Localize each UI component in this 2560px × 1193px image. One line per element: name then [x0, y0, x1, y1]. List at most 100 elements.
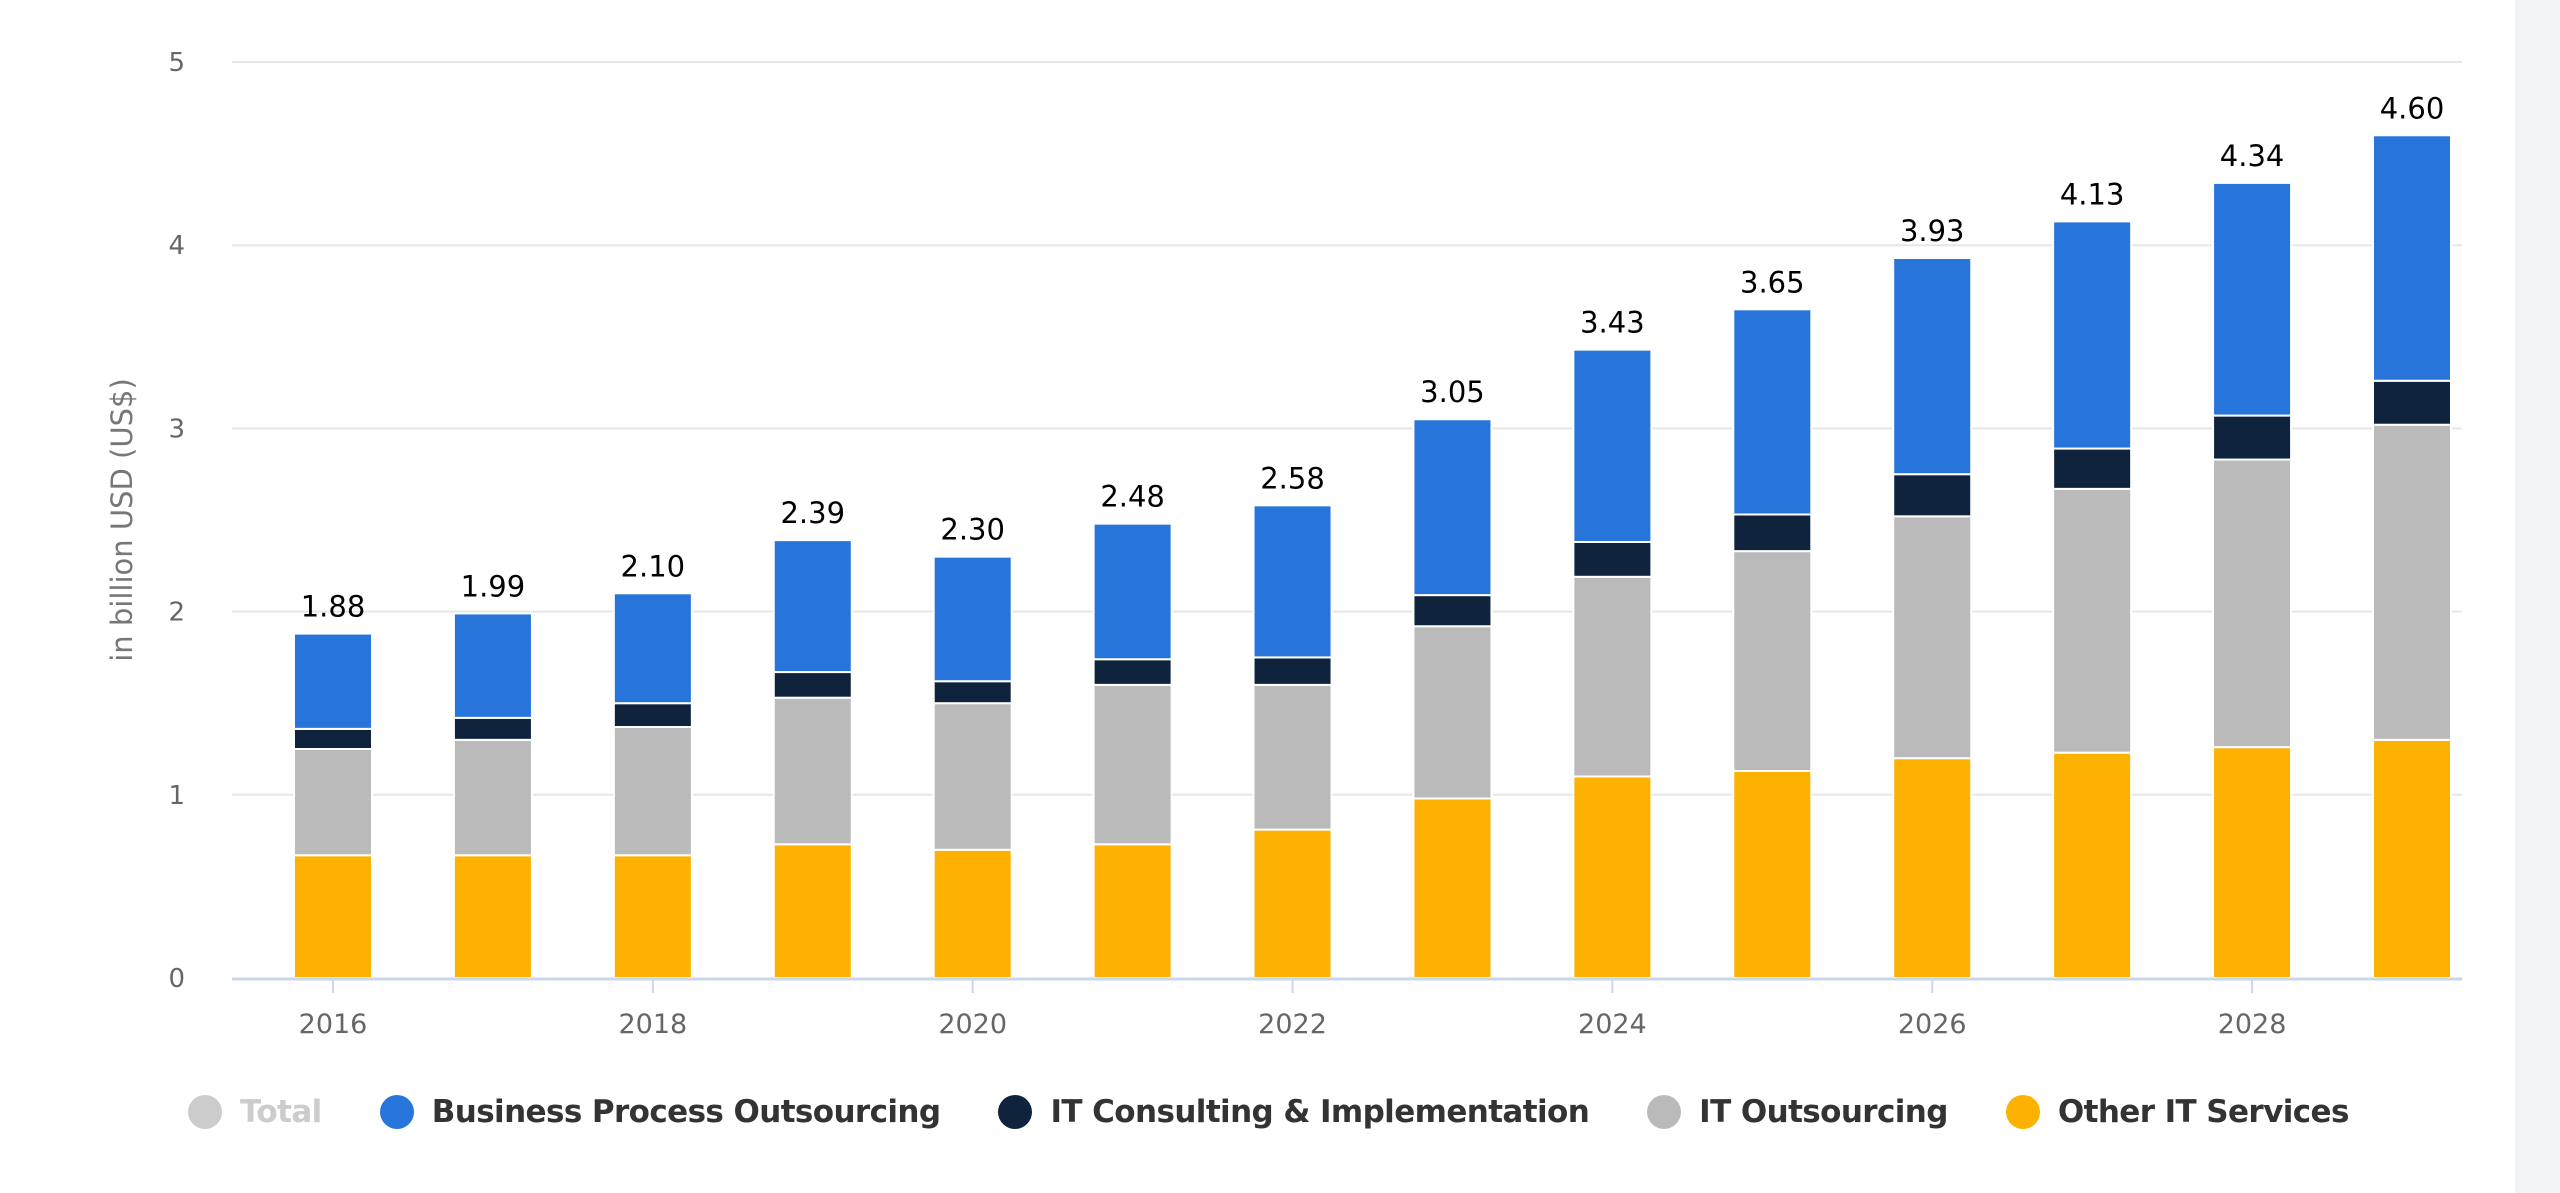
- data-label: 2.39: [780, 496, 845, 530]
- x-tick-label: 2018: [618, 1009, 687, 1040]
- data-label: 2.30: [940, 513, 1005, 547]
- legend-item-it-outsourcing[interactable]: IT Outsourcing: [1647, 1094, 1948, 1130]
- bar-segment-it-consulting-implementation: [1252, 656, 1333, 686]
- bar-segment-business-process-outsourcing: [1572, 348, 1653, 543]
- legend-dot-icon: [379, 1095, 414, 1129]
- bar-segment-it-outsourcing: [2052, 487, 2133, 754]
- data-label: 3.05: [1420, 375, 1485, 409]
- bar-segment-it-consulting-implementation: [293, 727, 373, 751]
- page-edge: [2515, 0, 2560, 1193]
- bar-segment-it-consulting-implementation: [2052, 447, 2133, 490]
- bar-segment-business-process-outsourcing: [1092, 522, 1173, 661]
- data-label: 4.34: [2220, 139, 2285, 173]
- bar-segment-other-it-services: [1572, 775, 1653, 979]
- bar-segment-other-it-services: [1092, 843, 1173, 979]
- bar-segment-it-outsourcing: [2372, 423, 2452, 741]
- bar-segment-it-outsourcing: [1892, 515, 1973, 760]
- bar-segment-it-consulting-implementation: [1572, 540, 1653, 578]
- bar-segment-other-it-services: [2372, 738, 2452, 980]
- bar-segment-it-outsourcing: [2212, 458, 2293, 749]
- data-label: 4.13: [2060, 177, 2125, 211]
- data-label: 4.60: [2380, 91, 2445, 125]
- bar-segment-it-outsourcing: [772, 696, 853, 846]
- legend-item-business-process-outsourcing[interactable]: Business Process Outsourcing: [379, 1094, 941, 1130]
- bar-segment-business-process-outsourcing: [1412, 418, 1493, 597]
- bar-segment-it-outsourcing: [452, 738, 533, 857]
- bar-segment-it-consulting-implementation: [612, 702, 693, 729]
- bar-segment-it-outsourcing: [1252, 683, 1333, 831]
- legend: Total Business Process Outsourcing IT Cons…: [188, 1094, 2349, 1130]
- bar-segment-other-it-services: [932, 848, 1013, 980]
- legend-label: IT Outsourcing: [1699, 1094, 1948, 1130]
- data-label: 2.10: [621, 549, 686, 583]
- bar-segment-it-consulting-implementation: [1092, 658, 1173, 686]
- x-tick-label: 2024: [1578, 1009, 1647, 1040]
- legend-label: Total: [240, 1094, 322, 1130]
- bar-segment-it-consulting-implementation: [1732, 513, 1813, 553]
- legend-dot-icon: [998, 1095, 1033, 1129]
- bar-segment-it-outsourcing: [1412, 625, 1493, 800]
- bar-segment-business-process-outsourcing: [1252, 504, 1333, 659]
- bar-segment-it-consulting-implementation: [1412, 594, 1493, 628]
- bar-segment-other-it-services: [2212, 746, 2293, 980]
- bar-segment-other-it-services: [452, 854, 533, 979]
- bar-segment-other-it-services: [1732, 769, 1813, 980]
- bar-segment-business-process-outsourcing: [772, 539, 853, 674]
- x-tick-label: 2020: [938, 1009, 1007, 1040]
- legend-label: Other IT Services: [2057, 1094, 2350, 1130]
- x-tick-label: 2028: [2218, 1009, 2287, 1040]
- legend-dot-icon: [2005, 1095, 2040, 1129]
- bar-segment-it-outsourcing: [1572, 575, 1653, 778]
- bar-segment-business-process-outsourcing: [932, 555, 1013, 683]
- bar-segment-it-consulting-implementation: [772, 671, 853, 699]
- legend-item-it-consulting-implementation[interactable]: IT Consulting & Implementation: [998, 1094, 1590, 1130]
- data-label: 3.65: [1740, 265, 1805, 299]
- bar-segment-business-process-outsourcing: [2052, 220, 2133, 450]
- legend-dot-icon: [1647, 1095, 1682, 1129]
- bar-segment-business-process-outsourcing: [452, 612, 533, 719]
- legend-label: IT Consulting & Implementation: [1050, 1094, 1590, 1130]
- bar-segment-business-process-outsourcing: [612, 592, 693, 705]
- bar-segment-other-it-services: [1252, 828, 1333, 979]
- bar-segment-it-outsourcing: [1732, 550, 1813, 772]
- legend-item-total[interactable]: Total: [188, 1094, 322, 1130]
- data-label: 1.88: [301, 590, 366, 624]
- x-tick-label: 2016: [299, 1009, 368, 1040]
- bar-segment-other-it-services: [2052, 751, 2133, 979]
- bar-segment-business-process-outsourcing: [2212, 181, 2293, 417]
- bar-segment-it-consulting-implementation: [2372, 379, 2452, 426]
- x-tick-label: 2026: [1898, 1009, 1967, 1040]
- legend-dot-icon: [188, 1095, 222, 1129]
- y-tick-label: 2: [168, 598, 185, 628]
- bar-segment-other-it-services: [612, 854, 693, 979]
- bar-segment-other-it-services: [1412, 797, 1493, 979]
- data-label: 3.43: [1580, 306, 1645, 340]
- data-label: 2.48: [1100, 480, 1165, 514]
- y-tick-label: 0: [168, 964, 185, 994]
- y-tick-label: 4: [168, 231, 185, 261]
- x-axis-ticks: 2016 2018 2020 2022 2024 2026 2028: [299, 979, 2287, 1040]
- bar-segment-it-outsourcing: [612, 726, 693, 857]
- bar-segment-it-consulting-implementation: [2212, 414, 2293, 461]
- y-axis-ticks: 0 1 2 3 4 5: [168, 48, 185, 994]
- bars: [293, 134, 2452, 980]
- x-tick-label: 2022: [1258, 1009, 1327, 1040]
- bar-segment-business-process-outsourcing: [1732, 308, 1813, 516]
- bar-segment-business-process-outsourcing: [293, 632, 373, 730]
- bar-segment-business-process-outsourcing: [2372, 134, 2452, 382]
- legend-item-other-it-services[interactable]: Other IT Services: [2005, 1094, 2350, 1130]
- bar-segment-other-it-services: [1892, 757, 1973, 979]
- y-tick-label: 3: [168, 414, 185, 444]
- y-axis-label: in billion USD (US$): [105, 378, 139, 662]
- bar-segment-it-outsourcing: [293, 748, 373, 857]
- bar-segment-it-consulting-implementation: [932, 680, 1013, 705]
- bar-segment-it-consulting-implementation: [1892, 473, 1973, 518]
- bar-segment-it-outsourcing: [1092, 683, 1173, 846]
- data-label: 3.93: [1900, 214, 1965, 248]
- legend-label: Business Process Outsourcing: [431, 1094, 941, 1130]
- bar-segment-other-it-services: [293, 854, 373, 979]
- y-tick-label: 5: [168, 48, 185, 78]
- y-tick-label: 1: [168, 781, 185, 811]
- data-label: 2.58: [1260, 461, 1325, 495]
